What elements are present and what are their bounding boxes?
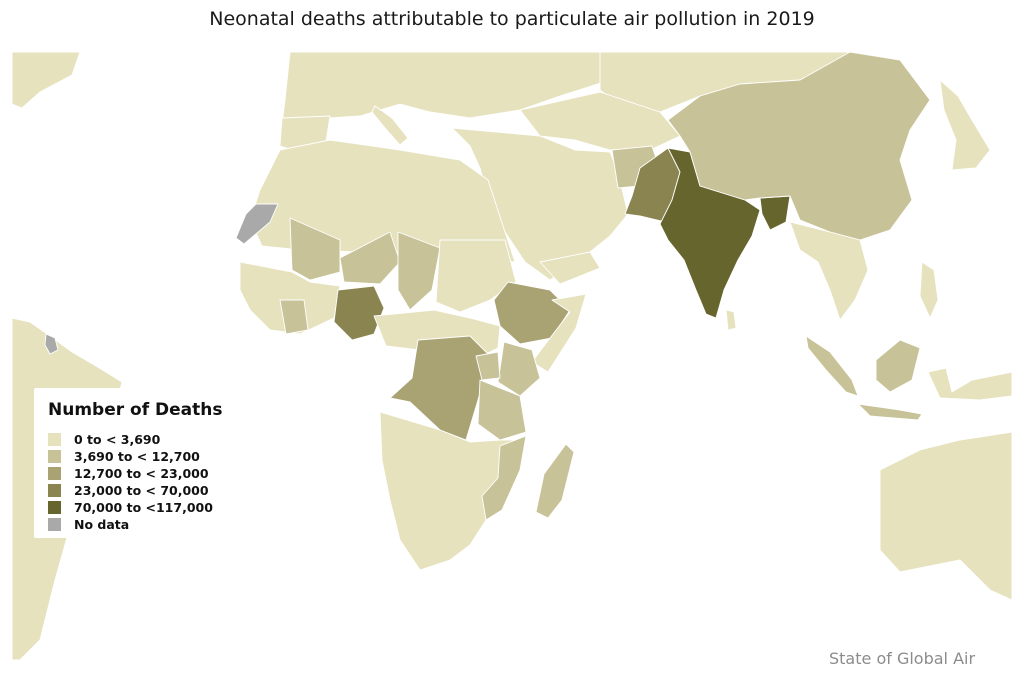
legend-swatch (48, 518, 61, 531)
country-sudan[interactable] (435, 239, 517, 313)
country-french-guiana[interactable] (44, 333, 59, 355)
country-mozambique[interactable] (481, 435, 527, 521)
map-title: Neonatal deaths attributable to particul… (209, 8, 815, 30)
legend-swatch (48, 433, 61, 446)
country-bangladesh-ne[interactable] (759, 195, 791, 231)
country-chad[interactable] (397, 231, 441, 311)
country-uganda[interactable] (475, 351, 501, 381)
region-japan[interactable] (939, 79, 991, 171)
country-niger[interactable] (339, 231, 401, 285)
country-mali[interactable] (289, 217, 341, 281)
country-cote-divoire[interactable] (279, 299, 309, 335)
country-australia[interactable] (879, 431, 1013, 601)
region-sumatra[interactable] (805, 335, 859, 397)
country-western-sahara[interactable] (235, 203, 279, 245)
legend-title: Number of Deaths (48, 400, 223, 420)
region-philippines[interactable] (919, 261, 939, 319)
legend-label: 0 to < 3,690 (74, 432, 161, 447)
region-southeast-asia[interactable] (789, 221, 869, 321)
legend-swatch (48, 450, 61, 463)
country-sri-lanka[interactable] (725, 309, 737, 331)
source-credit: State of Global Air (829, 649, 976, 668)
country-nigeria[interactable] (333, 285, 385, 341)
region-coastal-west-africa[interactable] (239, 261, 341, 335)
country-italy[interactable] (371, 105, 409, 146)
legend-swatch (48, 484, 61, 497)
country-ethiopia[interactable] (493, 281, 571, 345)
legend-swatch (48, 467, 61, 480)
legend-label: 3,690 to < 12,700 (74, 449, 200, 464)
country-kenya[interactable] (497, 341, 541, 397)
country-madagascar[interactable] (535, 443, 575, 519)
legend-label: 23,000 to < 70,000 (74, 483, 209, 498)
legend-swatch (48, 501, 61, 514)
country-tanzania[interactable] (477, 379, 527, 441)
region-sulawesi-papua[interactable] (927, 367, 1013, 401)
region-greenland[interactable] (11, 51, 81, 109)
legend-label: 70,000 to <117,000 (74, 500, 213, 515)
map-legend: Number of Deaths 0 to < 3,690 3,690 to <… (34, 388, 234, 538)
legend-label: No data (74, 517, 130, 532)
region-java[interactable] (857, 403, 923, 421)
country-yemen[interactable] (539, 251, 601, 285)
country-somalia[interactable] (531, 293, 587, 373)
legend-label: 12,700 to < 23,000 (74, 466, 209, 481)
region-borneo[interactable] (875, 339, 921, 393)
